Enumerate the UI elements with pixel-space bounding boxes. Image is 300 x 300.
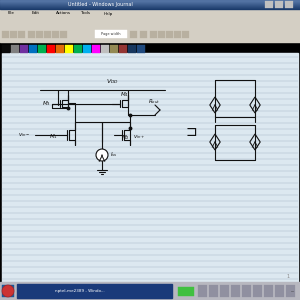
Bar xyxy=(0,7,300,8)
Bar xyxy=(52,31,59,38)
Text: Help: Help xyxy=(104,11,113,16)
Text: $V_{DD}$: $V_{DD}$ xyxy=(106,77,118,86)
Text: $M_3$: $M_3$ xyxy=(42,100,51,108)
Bar xyxy=(2,45,10,53)
Text: $M_1$: $M_1$ xyxy=(49,133,58,141)
Text: 1: 1 xyxy=(286,274,290,279)
Bar xyxy=(0,4,300,5)
Bar xyxy=(18,31,25,38)
Bar xyxy=(198,285,207,297)
Text: ...: ... xyxy=(290,289,295,293)
Bar xyxy=(137,45,145,53)
Bar xyxy=(265,1,273,8)
Bar xyxy=(101,45,109,53)
Text: Actions: Actions xyxy=(56,11,71,16)
Bar xyxy=(166,31,173,38)
Bar xyxy=(174,31,181,38)
Bar xyxy=(158,31,165,38)
Bar xyxy=(28,31,35,38)
Bar xyxy=(83,45,91,53)
Bar xyxy=(178,287,194,296)
Bar xyxy=(220,285,229,297)
Bar xyxy=(286,285,295,297)
Bar xyxy=(182,31,189,38)
Text: $R_{out}$: $R_{out}$ xyxy=(148,98,160,106)
Text: Tools: Tools xyxy=(80,11,90,16)
Bar xyxy=(130,31,137,38)
Bar xyxy=(0,2,300,3)
Bar xyxy=(74,45,82,53)
Circle shape xyxy=(2,285,14,297)
Bar xyxy=(2,285,14,297)
Bar xyxy=(264,285,273,297)
Bar xyxy=(36,31,43,38)
Text: $v_{in+}$: $v_{in+}$ xyxy=(133,133,146,141)
Bar xyxy=(150,31,157,38)
Bar xyxy=(242,285,251,297)
Bar xyxy=(56,45,64,53)
Text: $I_{ss}$: $I_{ss}$ xyxy=(110,151,118,159)
Bar xyxy=(20,45,28,53)
Bar xyxy=(47,45,55,53)
Text: $v_{in-}$: $v_{in-}$ xyxy=(18,131,30,139)
Bar xyxy=(11,45,19,53)
Bar xyxy=(110,45,118,53)
Bar xyxy=(231,285,240,297)
Text: Untitled - Windows Journal: Untitled - Windows Journal xyxy=(68,2,132,7)
Text: $M_4$: $M_4$ xyxy=(120,90,129,99)
Bar xyxy=(0,9,300,18)
Bar xyxy=(253,285,262,297)
Bar xyxy=(275,1,283,8)
Bar xyxy=(209,285,218,297)
Bar xyxy=(140,31,147,38)
Text: $\sqsupset$: $\sqsupset$ xyxy=(183,125,197,139)
Bar xyxy=(275,285,284,297)
Bar xyxy=(65,45,73,53)
Bar xyxy=(0,1,300,2)
Bar xyxy=(92,45,100,53)
Bar xyxy=(119,45,127,53)
Bar xyxy=(0,18,300,42)
Bar xyxy=(0,3,300,4)
Bar xyxy=(29,45,37,53)
Bar xyxy=(2,53,298,282)
Text: Page width: Page width xyxy=(101,32,121,36)
Bar xyxy=(285,1,293,8)
Bar xyxy=(95,30,127,38)
Bar xyxy=(0,6,300,7)
Bar xyxy=(10,31,17,38)
Text: nptel-me2389 - Windo...: nptel-me2389 - Windo... xyxy=(55,289,105,293)
Circle shape xyxy=(96,149,108,161)
Bar xyxy=(2,31,9,38)
Bar xyxy=(38,45,46,53)
Text: Edit: Edit xyxy=(32,11,40,16)
Bar xyxy=(17,284,172,298)
Text: $M_2$: $M_2$ xyxy=(121,134,130,142)
Bar xyxy=(0,8,300,9)
Bar xyxy=(128,45,136,53)
Bar xyxy=(60,31,67,38)
Bar xyxy=(0,0,300,1)
Bar xyxy=(0,5,300,6)
Text: File: File xyxy=(8,11,15,16)
Bar xyxy=(44,31,51,38)
Bar xyxy=(0,282,300,300)
